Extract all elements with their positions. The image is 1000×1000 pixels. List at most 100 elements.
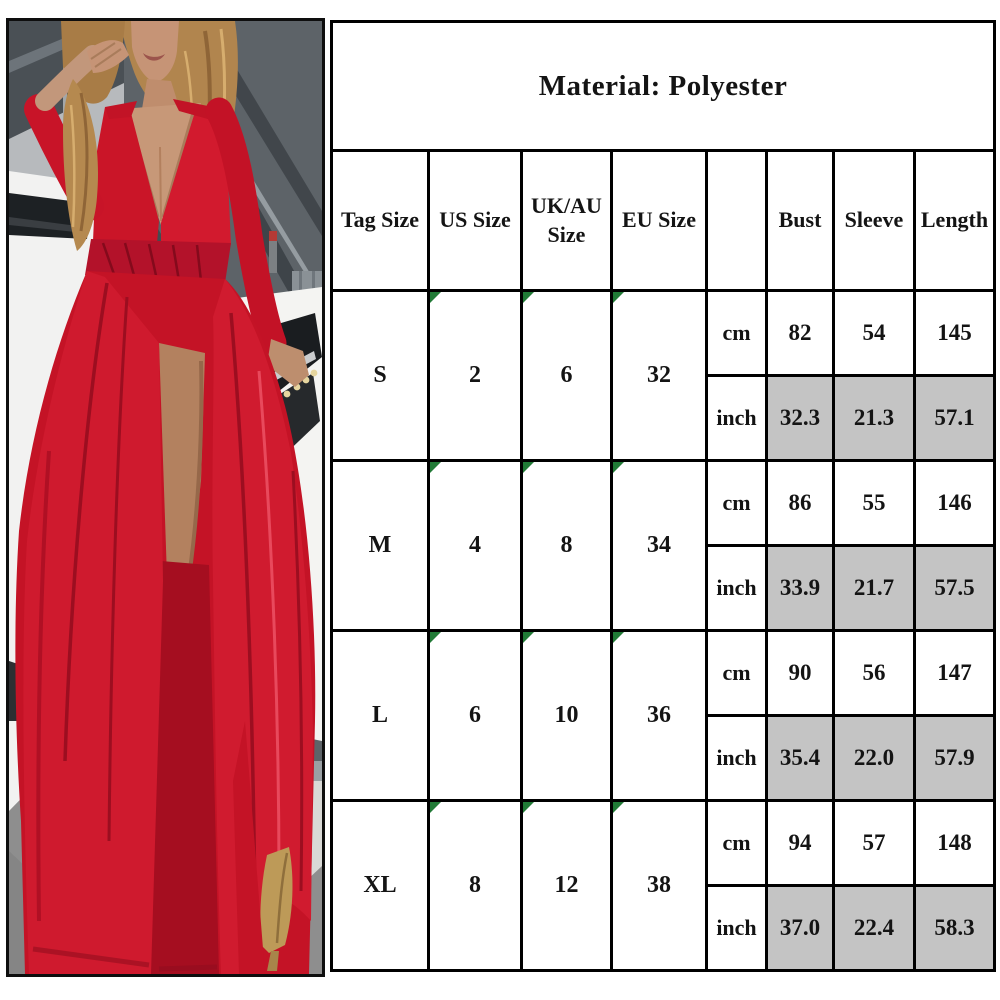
- uk-au-size-value: 10: [554, 702, 579, 728]
- excel-marker-icon: [614, 293, 624, 303]
- cell-eu-size-m: 34: [610, 459, 708, 632]
- cell-uk-au-size-xl: 12: [520, 799, 613, 972]
- col-header-unit: [705, 149, 768, 292]
- excel-marker-icon: [614, 463, 624, 473]
- cell-l-bust-cm: 90: [765, 629, 835, 717]
- row-l-inch: inch 35.4 22.0 57.9: [332, 714, 996, 802]
- eu-size-value: 34: [647, 532, 671, 558]
- uk-au-size-value: 12: [554, 872, 579, 898]
- row-xl-inch: inch 37.0 22.4 58.3: [332, 884, 996, 972]
- excel-marker-icon: [431, 293, 441, 303]
- cell-xl-sleeve-cm: 57: [832, 799, 916, 887]
- excel-marker-icon: [524, 803, 534, 813]
- dress-waistband: [85, 239, 231, 283]
- excel-marker-icon: [524, 633, 534, 643]
- col-header-uk-au-size: UK/AU Size: [520, 149, 613, 292]
- cell-m-length-inch: 57.5: [913, 544, 996, 632]
- uk-au-size-value: 8: [560, 532, 573, 558]
- excel-marker-icon: [431, 633, 441, 643]
- lips: [143, 53, 165, 61]
- raised-hand: [87, 40, 129, 73]
- unit-label-cm: cm: [705, 289, 768, 377]
- cell-s-sleeve-cm: 54: [832, 289, 916, 377]
- row-xl-cm: XL 8 12 38 cm 94 57 148: [330, 799, 996, 972]
- us-size-value: 6: [469, 702, 481, 728]
- cell-s-bust-cm: 82: [765, 289, 835, 377]
- cell-xl-bust-inch: 37.0: [765, 884, 835, 972]
- col-header-sleeve: Sleeve: [832, 149, 916, 292]
- cell-xl-sleeve-inch: 22.4: [832, 884, 916, 972]
- excel-marker-icon: [431, 803, 441, 813]
- cell-m-bust-cm: 86: [765, 459, 835, 547]
- cell-s-sleeve-inch: 21.3: [832, 374, 916, 462]
- dress-bodice: [93, 99, 231, 245]
- row-s-cm: S 2 6 32 cm 82 54 145: [330, 289, 996, 462]
- model-photo-illustration: [9, 21, 322, 974]
- cell-tag-size-m: M: [330, 459, 430, 632]
- cell-m-sleeve-inch: 21.7: [832, 544, 916, 632]
- cell-us-size-l: 6: [427, 629, 523, 802]
- eu-size-value: 38: [647, 872, 671, 898]
- excel-marker-icon: [524, 293, 534, 303]
- excel-marker-icon: [524, 463, 534, 473]
- cell-tag-size-xl: XL: [330, 799, 430, 972]
- unit-label-cm: cm: [705, 629, 768, 717]
- row-m-inch: inch 33.9 21.7 57.5: [332, 544, 996, 632]
- cell-tag-size-l: L: [330, 629, 430, 802]
- row-s-inch: inch 32.3 21.3 57.1: [332, 374, 996, 462]
- us-size-value: 4: [469, 532, 481, 558]
- cell-s-length-cm: 145: [913, 289, 996, 377]
- excel-marker-icon: [614, 803, 624, 813]
- unit-label-inch: inch: [705, 374, 768, 462]
- column-header-row: Tag Size US Size UK/AU Size EU Size Bust…: [330, 149, 996, 292]
- size-chart-table: Material: Polyester Tag Size US Size UK/…: [330, 20, 996, 972]
- row-l-cm: L 6 10 36 cm 90 56 147: [330, 629, 996, 802]
- cell-xl-length-cm: 148: [913, 799, 996, 887]
- cell-tag-size-s: S: [330, 289, 430, 462]
- unit-label-inch: inch: [705, 884, 768, 972]
- excel-marker-icon: [614, 633, 624, 643]
- eu-size-value: 36: [647, 702, 671, 728]
- material-header-row: Material: Polyester: [330, 20, 996, 152]
- right-sleeve: [205, 97, 287, 357]
- cell-uk-au-size-s: 6: [520, 289, 613, 462]
- cell-m-length-cm: 146: [913, 459, 996, 547]
- cell-xl-length-inch: 58.3: [913, 884, 996, 972]
- col-header-length: Length: [913, 149, 996, 292]
- cell-eu-size-xl: 38: [610, 799, 708, 972]
- excel-marker-icon: [431, 463, 441, 473]
- right-hand: [267, 339, 309, 387]
- us-size-value: 8: [469, 872, 481, 898]
- cell-eu-size-s: 32: [610, 289, 708, 462]
- product-photo: [6, 18, 325, 977]
- cell-s-length-inch: 57.1: [913, 374, 996, 462]
- cell-us-size-s: 2: [427, 289, 523, 462]
- unit-label-cm: cm: [705, 799, 768, 887]
- col-header-eu-size: EU Size: [610, 149, 708, 292]
- cell-xl-bust-cm: 94: [765, 799, 835, 887]
- cell-l-sleeve-cm: 56: [832, 629, 916, 717]
- unit-label-inch: inch: [705, 544, 768, 632]
- cell-us-size-xl: 8: [427, 799, 523, 972]
- col-header-bust: Bust: [765, 149, 835, 292]
- col-header-tag-size: Tag Size: [330, 149, 430, 292]
- cell-m-sleeve-cm: 55: [832, 459, 916, 547]
- material-header: Material: Polyester: [330, 20, 996, 152]
- cell-eu-size-l: 36: [610, 629, 708, 802]
- col-header-us-size: US Size: [427, 149, 523, 292]
- cell-uk-au-size-l: 10: [520, 629, 613, 802]
- model: [15, 21, 316, 974]
- cell-m-bust-inch: 33.9: [765, 544, 835, 632]
- cell-l-bust-inch: 35.4: [765, 714, 835, 802]
- cell-l-sleeve-inch: 22.0: [832, 714, 916, 802]
- face: [131, 21, 179, 83]
- unit-label-cm: cm: [705, 459, 768, 547]
- cell-s-bust-inch: 32.3: [765, 374, 835, 462]
- gold-heel-shoe: [260, 847, 293, 971]
- eu-size-value: 32: [647, 362, 671, 388]
- unit-label-inch: inch: [705, 714, 768, 802]
- cell-l-length-inch: 57.9: [913, 714, 996, 802]
- cell-uk-au-size-m: 8: [520, 459, 613, 632]
- uk-au-size-value: 6: [560, 362, 573, 388]
- raised-forearm: [35, 45, 103, 111]
